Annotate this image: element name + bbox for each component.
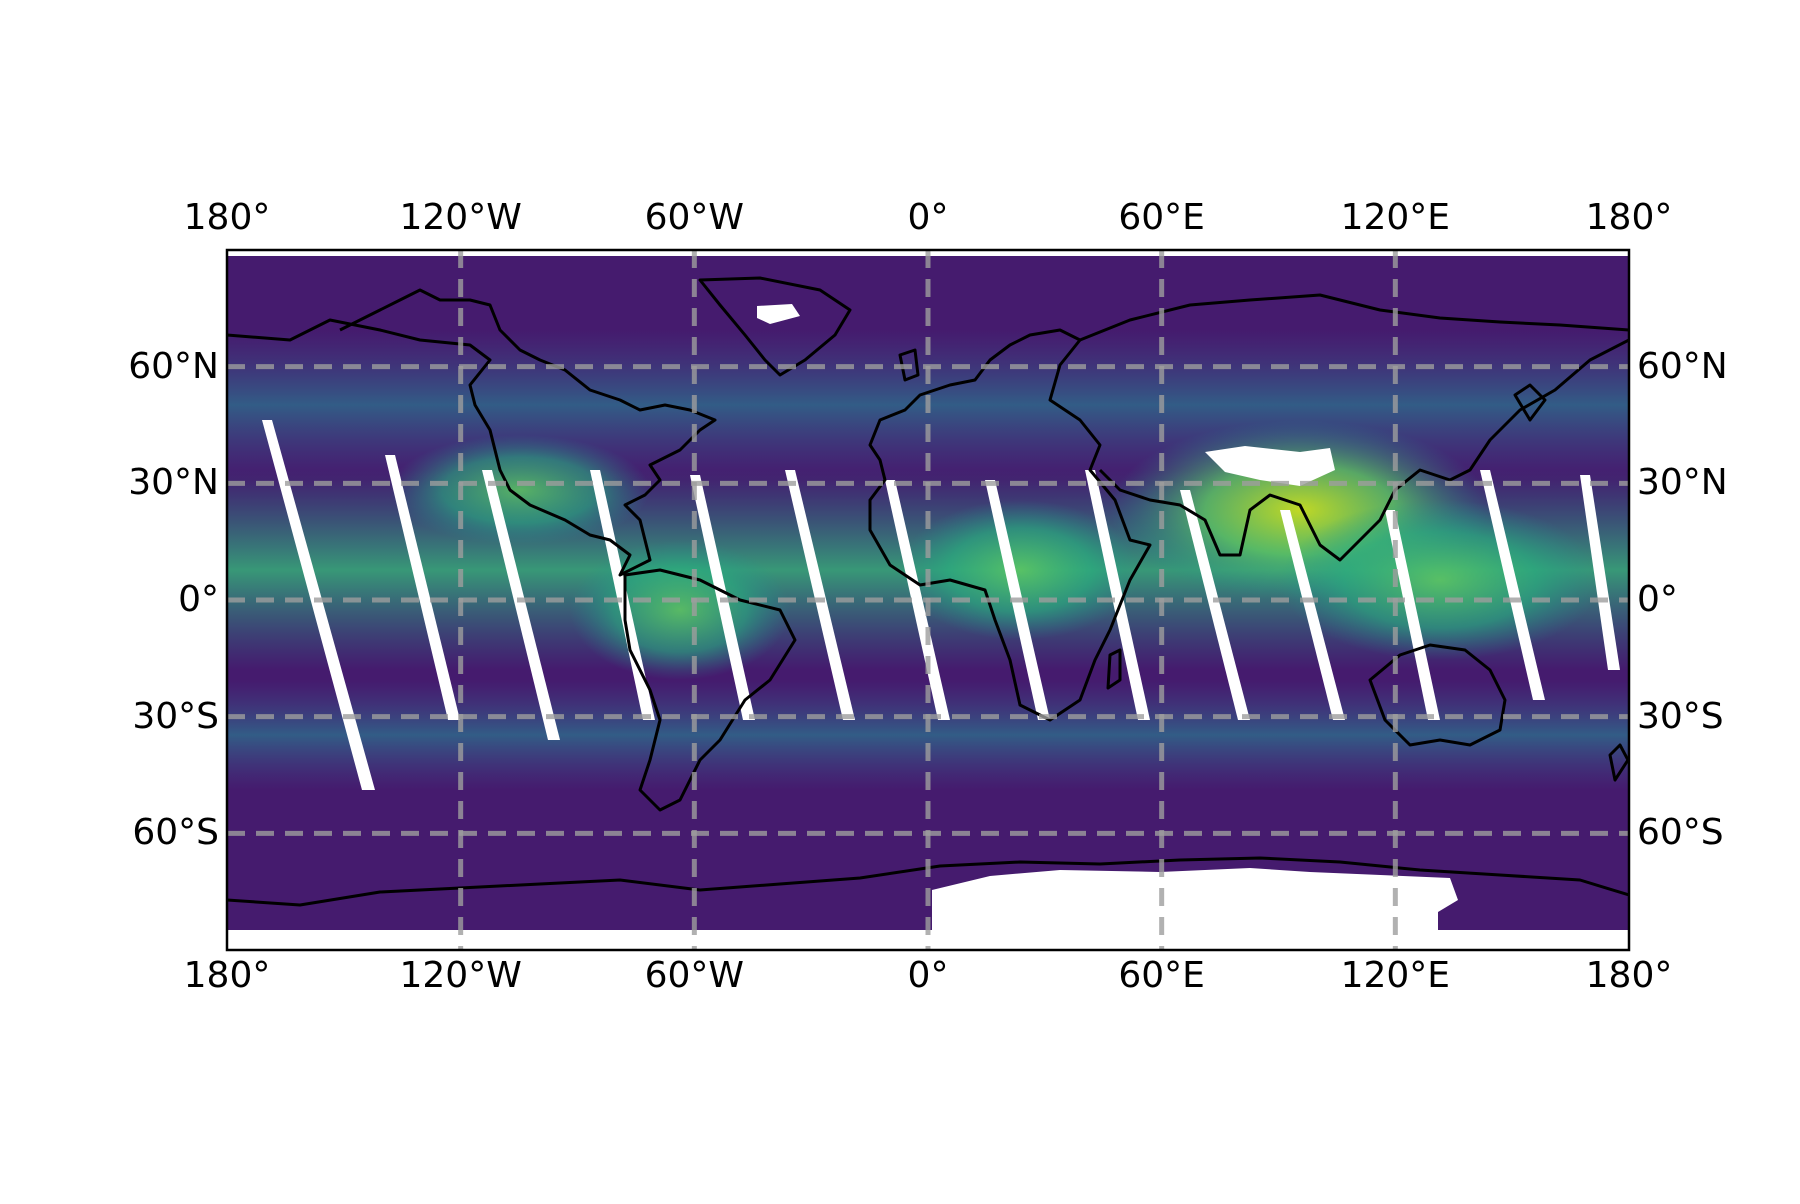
- coastline-europe-africa: [868, 328, 1152, 722]
- data-field: [227, 250, 1629, 950]
- x-tick-label-top: 60°W: [644, 197, 745, 238]
- y-tick-label-left: 60°S: [132, 812, 219, 854]
- swath-gap: [482, 470, 560, 740]
- coastline-greenland: [698, 276, 852, 377]
- x-tick-label-bottom: 0°: [907, 955, 949, 996]
- x-tick-label-bottom: 180°: [183, 955, 271, 996]
- coastline-japan: [1513, 383, 1547, 422]
- swath-gap: [1480, 470, 1545, 700]
- swath-gap: [1085, 470, 1150, 720]
- plot-frame: [225, 248, 1631, 952]
- swath-gap: [1180, 490, 1250, 720]
- amazon-hotspot: [570, 540, 790, 680]
- coastline-uk: [898, 348, 920, 382]
- y-tick-label-left: 30°S: [132, 695, 219, 737]
- swath-gap: [590, 470, 655, 720]
- y-tick-label-left: 60°N: [128, 345, 219, 387]
- y-tick-label-right: 0°: [1637, 579, 1678, 620]
- coastline-north-america: [227, 288, 717, 577]
- swath-gap: [385, 455, 460, 720]
- y-tick-label-right: 30°S: [1637, 695, 1724, 737]
- swath-gap: [785, 470, 855, 720]
- x-tick-label-bottom: 60°E: [1118, 955, 1205, 996]
- swath-gap: [1385, 510, 1440, 720]
- swath-gap: [1280, 510, 1345, 720]
- x-tick-label-bottom: 120°E: [1340, 955, 1451, 996]
- y-tick-label-right: 60°S: [1637, 812, 1724, 854]
- coastline-australia: [1368, 643, 1507, 747]
- antarctica-gap: [932, 868, 1458, 950]
- swath-gap: [885, 480, 950, 720]
- greenland-gap: [757, 304, 800, 324]
- swath-gap: [262, 420, 375, 790]
- y-tick-label-right: 60°N: [1637, 345, 1728, 387]
- y-tick-label-left: 0°: [178, 579, 219, 620]
- gulf-hotspot: [390, 435, 650, 545]
- swath-gap: [1580, 475, 1620, 670]
- x-tick-label-bottom: 120°W: [399, 955, 522, 996]
- warm-pool-hotspot: [1280, 500, 1600, 660]
- antarctic-edge-gap: [227, 930, 1629, 950]
- africa-hotspot: [900, 500, 1140, 640]
- x-tick-label-top: 120°W: [399, 197, 522, 238]
- x-tick-label-bottom: 60°W: [644, 955, 745, 996]
- x-tick-label-top: 0°: [907, 197, 949, 238]
- coastline-madagascar: [1106, 648, 1122, 690]
- x-tick-label-top: 180°: [1585, 197, 1673, 238]
- x-tick-label-top: 180°: [183, 197, 271, 238]
- x-tick-label-bottom: 180°: [1585, 955, 1673, 996]
- x-tick-label-top: 120°E: [1340, 197, 1451, 238]
- tibet-gap: [1205, 446, 1335, 486]
- x-tick-label-top: 60°E: [1118, 197, 1205, 238]
- y-tick-label-left: 30°N: [128, 462, 219, 504]
- y-tick-label-right: 30°N: [1637, 462, 1728, 504]
- gridlines: [227, 250, 1629, 950]
- coastline-south-america: [623, 568, 797, 812]
